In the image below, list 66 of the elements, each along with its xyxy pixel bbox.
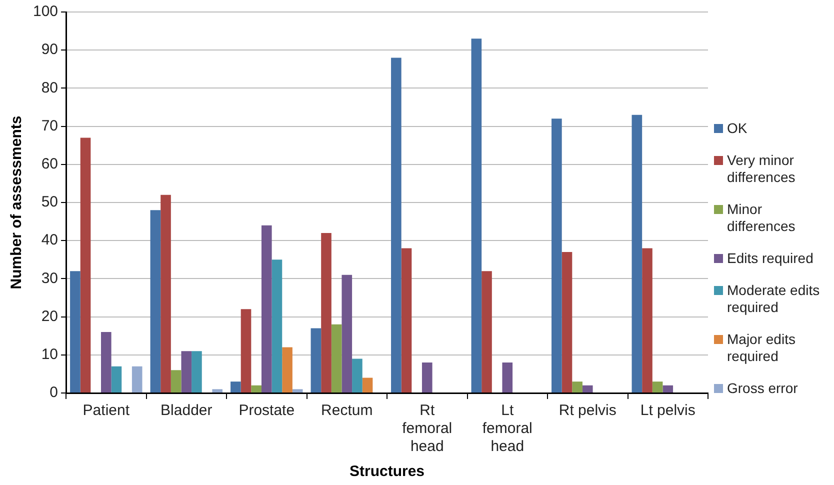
y-tick-label: 80	[41, 79, 58, 96]
bar	[100, 332, 112, 392]
bar	[181, 351, 192, 392]
bar	[662, 385, 674, 392]
bar	[342, 274, 352, 392]
x-tick-label: Lt femoral head	[482, 402, 532, 456]
bar	[170, 370, 182, 392]
bar	[282, 347, 292, 392]
bar	[401, 248, 412, 392]
bar	[642, 248, 652, 392]
legend-label: Major edits required	[727, 331, 796, 365]
bar	[552, 118, 562, 392]
y-tick-label: 50	[41, 194, 58, 211]
x-tick-label: Rt femoral head	[402, 402, 452, 456]
y-tick-label: 0	[50, 384, 58, 402]
bar	[132, 366, 142, 392]
bar	[482, 271, 492, 392]
legend-label: Moderate edits required	[727, 282, 821, 316]
bar	[582, 385, 593, 392]
y-tick-label: 40	[41, 232, 58, 249]
bar	[192, 351, 202, 392]
bar	[422, 362, 432, 392]
bar	[261, 225, 272, 392]
bar	[272, 260, 282, 392]
x-tick-label: Rt pelvis	[558, 402, 616, 420]
x-tick-label: Prostate	[238, 402, 295, 420]
y-tick-label: 100	[32, 3, 58, 20]
legend-label: Edits required	[727, 250, 814, 267]
legend-label: Minor differences	[727, 201, 796, 235]
bar	[572, 382, 582, 392]
bar	[111, 366, 122, 392]
bar	[70, 271, 80, 392]
bar	[251, 385, 262, 392]
bar	[652, 382, 663, 392]
bar	[292, 389, 303, 392]
y-tick-label: 70	[41, 117, 58, 134]
x-tick-label: Lt pelvis	[640, 402, 696, 420]
legend-label: OK	[727, 120, 748, 137]
y-tick-label: 60	[41, 156, 58, 173]
bar	[471, 38, 482, 392]
bar	[391, 58, 402, 392]
bar	[562, 252, 572, 392]
legend-label: Gross error	[727, 380, 798, 397]
bar	[80, 138, 91, 392]
x-tick-label: Patient	[82, 402, 130, 420]
y-tick-label: 90	[41, 41, 58, 58]
bar	[310, 328, 322, 392]
y-tick-label: 20	[41, 308, 58, 325]
bar	[331, 324, 342, 392]
bar	[362, 378, 373, 392]
y-tick-label: 10	[41, 346, 58, 364]
bar	[160, 194, 171, 392]
bar	[230, 382, 241, 392]
bar	[150, 210, 161, 392]
x-axis-title: Structures	[350, 463, 425, 480]
bar	[240, 309, 252, 392]
x-tick-label: Bladder	[160, 402, 212, 420]
y-tick-label: 30	[41, 270, 58, 287]
y-axis-title: Number of assessments	[8, 116, 26, 290]
legend-label: Very minor differences	[727, 152, 796, 186]
bar	[321, 232, 332, 392]
bar	[502, 362, 513, 392]
bar	[632, 114, 642, 392]
bar	[212, 389, 223, 392]
bar	[352, 358, 362, 392]
x-tick-label: Rectum	[321, 402, 373, 420]
